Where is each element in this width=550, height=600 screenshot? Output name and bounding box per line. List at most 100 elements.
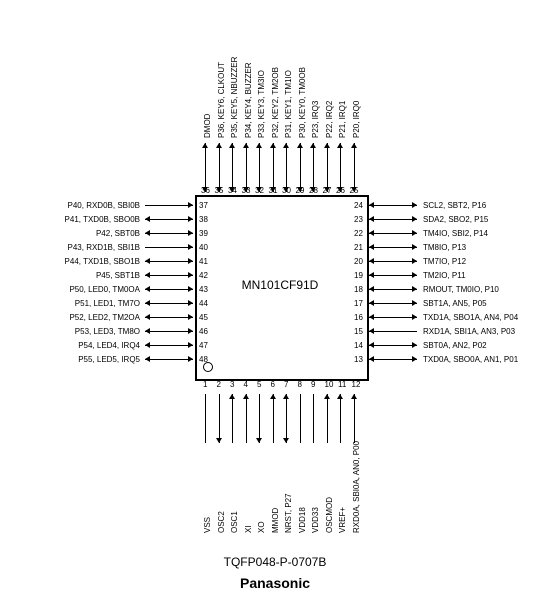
pin-number: 22 xyxy=(354,229,363,238)
arrow-head xyxy=(283,438,289,443)
arrow-head xyxy=(229,394,235,399)
arrow-head xyxy=(337,143,343,148)
arrow-head xyxy=(188,286,193,292)
arrow-head xyxy=(243,394,249,399)
pin-label: OSCMOD xyxy=(325,497,334,533)
arrow-head xyxy=(351,143,357,148)
pin-lead xyxy=(205,394,206,443)
pin-label: P42, SBT0B xyxy=(96,229,140,238)
arrow-head xyxy=(297,143,303,148)
arrow-head xyxy=(270,143,276,148)
pin-lead xyxy=(327,394,328,443)
arrow-head xyxy=(351,394,357,399)
arrow-head xyxy=(243,187,249,192)
pin-lead xyxy=(219,143,220,192)
pin-lead xyxy=(145,331,193,332)
pin-label: P20, IRQ0 xyxy=(352,101,361,138)
pin-lead xyxy=(259,143,260,192)
pin-lead xyxy=(145,247,193,248)
arrow-head xyxy=(369,342,374,348)
pin-lead xyxy=(246,394,247,443)
pin-number: 37 xyxy=(199,201,208,210)
pin-number: 11 xyxy=(338,380,346,389)
arrow-head xyxy=(188,258,193,264)
arrow-head xyxy=(188,314,193,320)
pin-label: P35, KEY5, NBUZZER xyxy=(230,57,239,138)
arrow-head xyxy=(283,187,289,192)
pin-lead xyxy=(369,233,417,234)
arrow-head xyxy=(145,258,150,264)
pin-lead xyxy=(145,317,193,318)
pin-number: 19 xyxy=(354,271,363,280)
arrow-head xyxy=(369,258,374,264)
pin-lead xyxy=(145,205,193,206)
pin-label: P41, TXD0B, SBO0B xyxy=(65,215,140,224)
arrow-head xyxy=(369,230,374,236)
pin-label: TXD1A, SBO1A, AN4, P04 xyxy=(423,313,518,322)
pin-number: 23 xyxy=(354,215,363,224)
pin-lead xyxy=(327,143,328,192)
arrow-head xyxy=(229,143,235,148)
pin-lead xyxy=(354,394,355,443)
pin-number: 20 xyxy=(354,257,363,266)
arrow-head xyxy=(412,258,417,264)
pin-lead xyxy=(369,205,417,206)
pin-lead xyxy=(369,303,417,304)
arrow-head xyxy=(412,230,417,236)
pin-number: 9 xyxy=(311,380,315,389)
pin-label: DMOD xyxy=(203,114,212,138)
arrow-head xyxy=(145,342,150,348)
pin-lead xyxy=(232,143,233,192)
arrow-head xyxy=(145,328,150,334)
arrow-head xyxy=(145,272,150,278)
arrow-head xyxy=(229,187,235,192)
arrow-head xyxy=(369,272,374,278)
arrow-head xyxy=(412,356,417,362)
pin-label: TM2IO, P11 xyxy=(423,271,466,280)
pin-number: 46 xyxy=(199,327,208,336)
pin-lead xyxy=(145,233,193,234)
pin-number: 15 xyxy=(354,327,363,336)
pin-lead xyxy=(340,394,341,443)
pin-number: 13 xyxy=(354,355,363,364)
arrow-head xyxy=(188,216,193,222)
pin-lead xyxy=(286,143,287,192)
pin-number: 12 xyxy=(352,380,361,389)
arrow-head xyxy=(188,272,193,278)
pin-number: 14 xyxy=(354,341,363,350)
pin-label: P40, RXD0B, SBI0B xyxy=(68,201,140,210)
arrow-head xyxy=(270,187,276,192)
arrow-head xyxy=(145,286,150,292)
arrow-head xyxy=(310,143,316,148)
arrow-head xyxy=(202,143,208,148)
arrow-head xyxy=(145,216,150,222)
pin-lead xyxy=(145,345,193,346)
pin-lead xyxy=(145,289,193,290)
arrow-head xyxy=(188,356,193,362)
arrow-head xyxy=(188,244,193,250)
pin-lead xyxy=(369,275,417,276)
package-label: TQFP048-P-0707B xyxy=(0,555,550,569)
pin-label: MMOD xyxy=(271,508,280,533)
arrow-head xyxy=(256,438,262,443)
arrow-head xyxy=(369,216,374,222)
arrow-head xyxy=(324,143,330,148)
pin-label: VDD33 xyxy=(311,507,320,533)
pin-label: P30, KEY0, TM0OB xyxy=(298,67,307,138)
arrow-head xyxy=(412,314,417,320)
pin-lead xyxy=(300,394,301,443)
arrow-head xyxy=(412,286,417,292)
arrow-head xyxy=(283,143,289,148)
pin-number: 24 xyxy=(354,201,363,210)
pin-label: P45, SBT1B xyxy=(96,271,140,280)
pin-lead xyxy=(145,359,193,360)
pin-label: P51, LED1, TM7O xyxy=(75,299,140,308)
pin-number: 6 xyxy=(271,380,275,389)
pin-number: 5 xyxy=(257,380,261,389)
arrow-head xyxy=(216,143,222,148)
pin-lead xyxy=(145,261,193,262)
pin-label: P36, KEY6, CLKOUT xyxy=(217,62,226,138)
pin-lead xyxy=(219,394,220,443)
pin-lead xyxy=(354,143,355,192)
arrow-head xyxy=(256,187,262,192)
